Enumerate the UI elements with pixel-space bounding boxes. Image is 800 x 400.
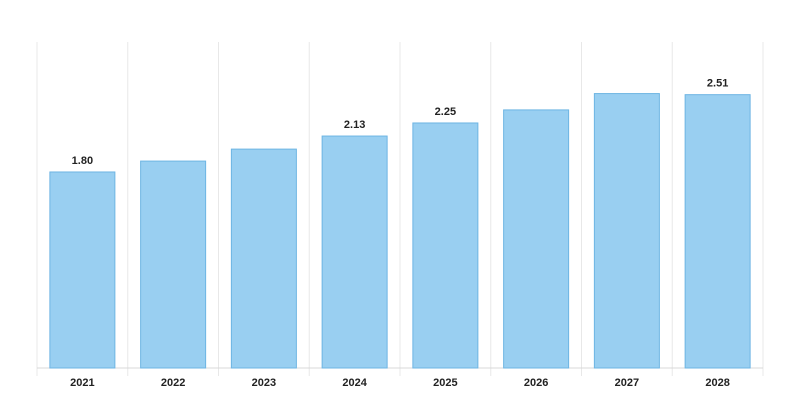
x-tick-label: 2025	[433, 377, 457, 389]
x-tick-label: 2022	[161, 377, 185, 389]
data-label: 2.13	[344, 119, 365, 131]
bar-2022	[140, 160, 207, 369]
x-tick-label: 2028	[705, 377, 729, 389]
x-tick-label: 2021	[70, 377, 94, 389]
data-label: 1.80	[72, 155, 93, 167]
bar-2026	[503, 109, 570, 369]
bar-2025	[412, 122, 479, 369]
x-tick-label: 2023	[252, 377, 276, 389]
x-tick-label: 2026	[524, 377, 548, 389]
data-label: 2.51	[707, 78, 728, 90]
bar-2028	[684, 94, 751, 369]
bar-2024	[321, 135, 388, 369]
bar-2021	[49, 171, 116, 369]
bar-2027	[593, 93, 660, 369]
data-label: 2.25	[435, 106, 456, 118]
x-tick-label: 2027	[615, 377, 639, 389]
x-tick-label: 2024	[342, 377, 367, 389]
bar-2023	[230, 148, 297, 369]
